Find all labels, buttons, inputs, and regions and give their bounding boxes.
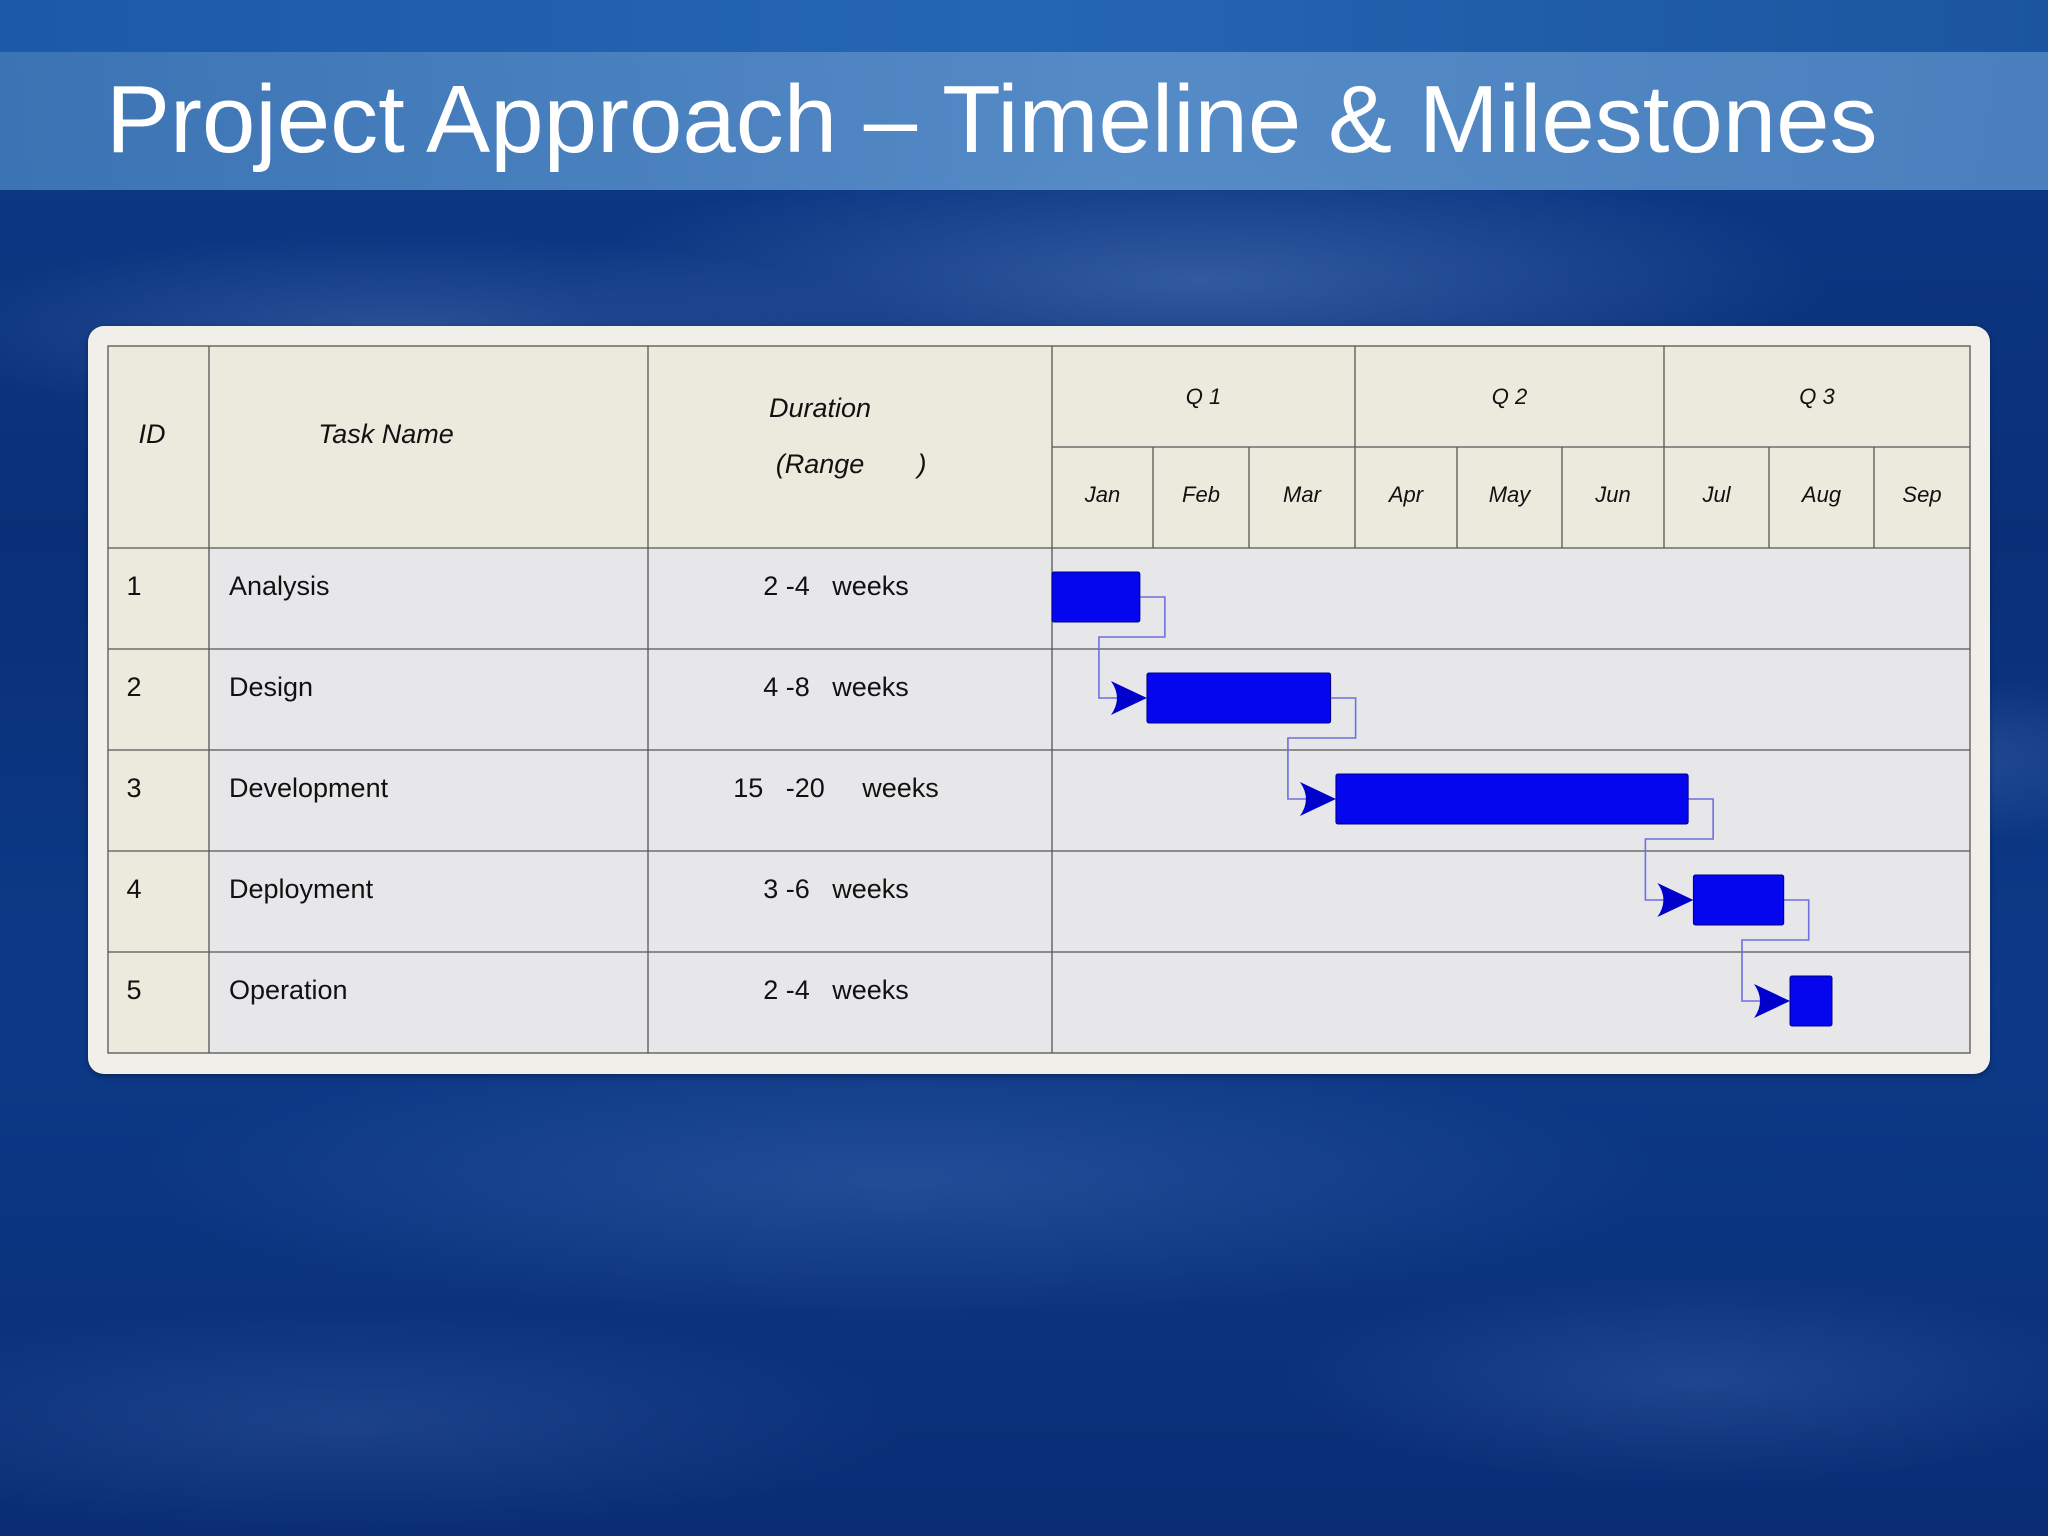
quarter-labels: Q 1 Q 2 Q 3	[1186, 384, 1836, 409]
task-bars	[1051, 571, 1833, 1027]
month-labels: Jan Feb Mar Apr May Jun Jul Aug Sep	[1084, 482, 1942, 507]
task-duration: 2 -4 weeks	[763, 975, 909, 1005]
task-bar	[1692, 874, 1785, 926]
task-name: Development	[229, 773, 389, 803]
gantt-panel: ID Task Name Duration (Range ) Q 1 Q 2 Q 3…	[88, 326, 1990, 1074]
task-bar	[1051, 571, 1141, 623]
task-id: 5	[126, 975, 141, 1005]
task-name: Analysis	[229, 571, 330, 601]
month-label: Jan	[1084, 482, 1120, 507]
header-range-open: (Range	[776, 449, 865, 479]
task-duration: 4 -8 weeks	[763, 672, 909, 702]
task-bar	[1789, 975, 1833, 1027]
header-duration: Duration	[769, 393, 871, 423]
slide-title: Project Approach – Timeline & Milestones	[106, 66, 1878, 173]
dependency-link	[1287, 697, 1357, 800]
month-label: Apr	[1387, 482, 1425, 507]
top-band	[0, 0, 2048, 52]
task-duration: 2 -4 weeks	[763, 571, 909, 601]
month-label: Feb	[1182, 482, 1220, 507]
quarter-label: Q 3	[1799, 384, 1835, 409]
task-rows: 1 Analysis 2 -4 weeks 2 Design 4 -8 weeks 3 Dev…	[126, 571, 938, 1005]
quarter-label: Q 1	[1186, 384, 1221, 409]
header-range-close: )	[915, 449, 927, 479]
quarter-label: Q 2	[1492, 384, 1527, 409]
gantt-chart: ID Task Name Duration (Range ) Q 1 Q 2 Q 3…	[107, 345, 1971, 1054]
task-id: 2	[126, 672, 141, 702]
task-duration: 15 -20 weeks	[733, 773, 939, 803]
dependency-links	[1098, 596, 1810, 1018]
task-bar	[1146, 672, 1332, 724]
dependency-arrowhead	[1657, 883, 1694, 917]
task-duration: 3 -6 weeks	[763, 874, 909, 904]
task-id: 4	[126, 874, 141, 904]
dependency-link	[1741, 899, 1810, 1002]
dependency-arrowhead	[1754, 984, 1790, 1018]
body-background	[209, 548, 1970, 1053]
task-name: Deployment	[229, 874, 374, 904]
month-label: Sep	[1902, 482, 1941, 507]
grid-lines	[107, 345, 1971, 1054]
task-id: 3	[126, 773, 141, 803]
header-id: ID	[139, 419, 166, 449]
dependency-link	[1644, 798, 1714, 901]
month-label: May	[1489, 482, 1533, 507]
header-task-name: Task Name	[318, 419, 454, 449]
dependency-link	[1098, 596, 1166, 699]
dependency-arrowhead	[1299, 782, 1336, 816]
month-label: Aug	[1800, 482, 1842, 507]
title-band	[0, 52, 2048, 190]
task-bar	[1335, 773, 1689, 825]
month-label: Jun	[1594, 482, 1630, 507]
dependency-arrowhead	[1110, 681, 1147, 715]
task-name: Design	[229, 672, 313, 702]
task-id: 1	[126, 571, 141, 601]
month-label: Jul	[1701, 482, 1731, 507]
id-column-background	[108, 548, 209, 1053]
task-name: Operation	[229, 975, 348, 1005]
month-label: Mar	[1283, 482, 1323, 507]
